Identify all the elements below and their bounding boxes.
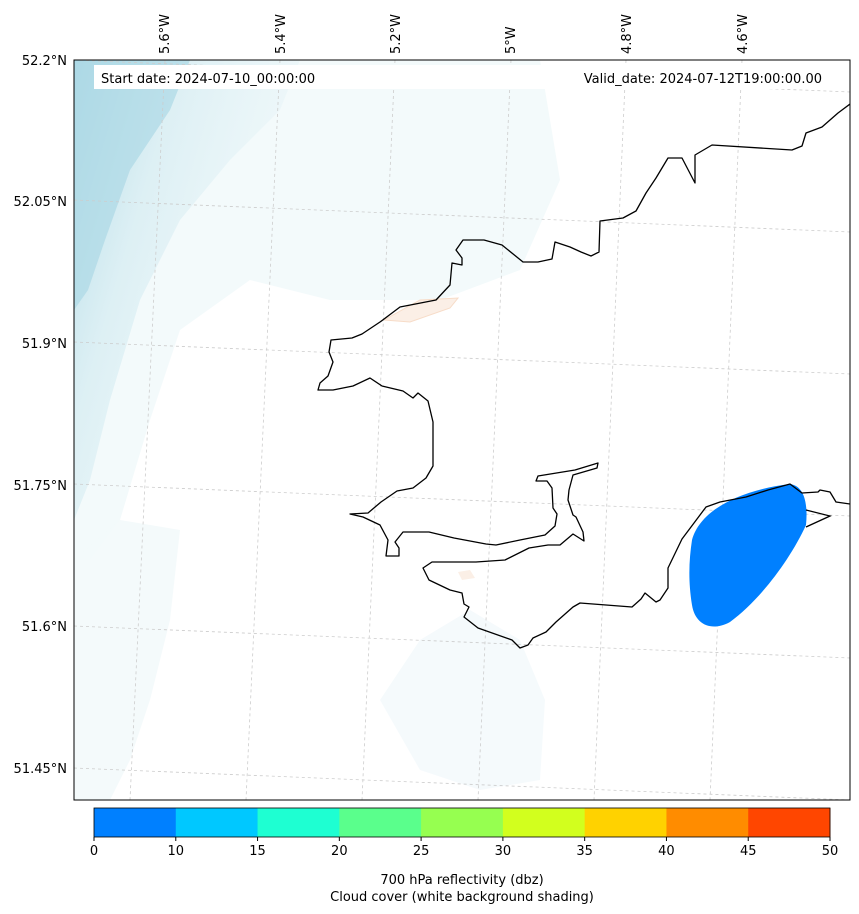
colorbar-tick-label: 35 [576,844,593,859]
colorbar-swatch [94,808,177,837]
lon-label-4-8w: 4.8°W [620,14,635,54]
lat-label-51-9n: 51.9°N [22,337,67,352]
colorbar-tick-label: 10 [168,844,185,859]
lat-label-51-45n: 51.45°N [14,762,67,777]
colorbar-swatch [339,808,422,837]
colorbar-tick-label: 25 [413,844,430,859]
colorbar-swatches [94,808,831,837]
lon-label-5-2w: 5.2°W [389,14,404,54]
reflectivity-area [689,484,807,627]
map-border [73,59,851,801]
lat-labels: 52.2°N 52.05°N 51.9°N 51.75°N 51.6°N 51.… [14,54,67,777]
map-area: Start date: 2024-07-10_00:00:00 Valid_da… [74,60,850,800]
lat-label-51-75n: 51.75°N [14,479,67,494]
colorbar-swatch [748,808,831,837]
date-header-box [94,65,830,89]
colorbar-tick-label: 40 [658,844,675,859]
colorbar-swatch [257,808,340,837]
cloud-cover-shading [74,60,560,800]
colorbar-label-line2: Cloud cover (white background shading) [330,890,594,905]
coastline-east-inlet [805,509,832,528]
colorbar-swatch [421,808,504,837]
colorbar: 0 10 15 20 25 30 35 40 45 50 700 hPa reflectivity… [90,807,838,905]
start-date-label: Start date: 2024-07-10_00:00:00 [101,72,315,87]
coastline [317,103,850,649]
lon-label-5w: 5°W [504,26,519,54]
valid-date-label: Valid_date: 2024-07-12T19:00:00.00 [584,72,822,87]
colorbar-tick-label: 20 [331,844,348,859]
colorbar-tick-label: 45 [740,844,757,859]
colorbar-swatch [175,808,259,837]
colorbar-tick-label: 0 [90,844,98,859]
lon-label-4-6w: 4.6°W [736,14,751,54]
colorbar-swatch [666,808,749,837]
colorbar-swatch [584,808,667,837]
colorbar-ticks: 0 10 15 20 25 30 35 40 45 50 [90,837,838,859]
colorbar-tick-label: 50 [822,844,839,859]
lat-label-52-05n: 52.05°N [14,195,67,210]
colorbar-border [93,807,831,838]
lat-label-52-2n: 52.2°N [22,54,67,69]
colorbar-tick-label: 15 [249,844,266,859]
lat-label-51-6n: 51.6°N [22,620,67,635]
lon-label-5-4w: 5.4°W [274,14,289,54]
lon-label-5-6w: 5.6°W [158,14,173,54]
lon-labels: 5.6°W 5.4°W 5.2°W 5°W 4.8°W 4.6°W [158,14,751,54]
colorbar-label-line1: 700 hPa reflectivity (dbz) [380,873,543,888]
colorbar-tick-label: 30 [495,844,512,859]
colorbar-swatch [502,808,586,837]
